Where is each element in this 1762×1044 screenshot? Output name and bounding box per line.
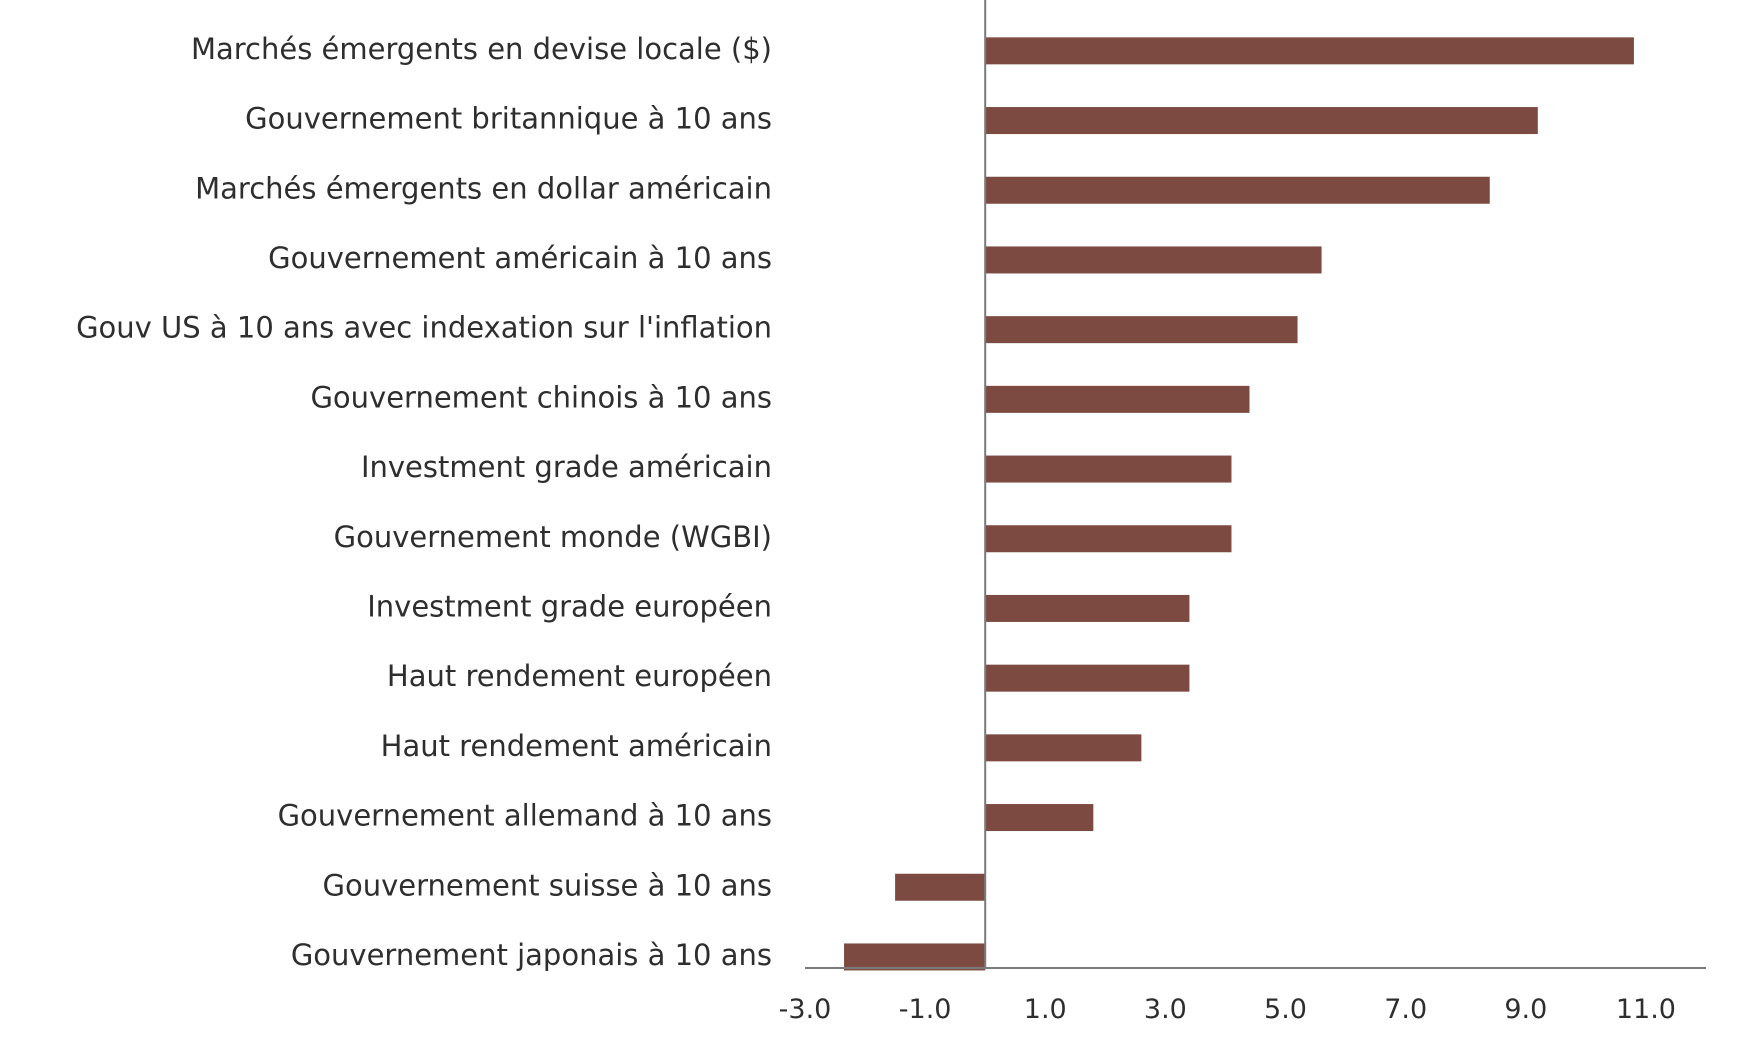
bar xyxy=(985,734,1142,762)
bar xyxy=(985,385,1250,413)
bar xyxy=(895,873,986,901)
category-label: Gouvernement suisse à 10 ans xyxy=(323,868,773,902)
bar xyxy=(985,804,1094,832)
x-tick-label: -3.0 xyxy=(779,994,832,1025)
category-labels: Marchés émergents en devise locale ($) Go… xyxy=(76,32,772,972)
category-label: Investment grade américain xyxy=(361,450,772,484)
category-label: Gouv US à 10 ans avec indexation sur l'i… xyxy=(76,311,772,345)
bar xyxy=(985,176,1490,204)
x-tick-label: 9.0 xyxy=(1504,994,1547,1025)
category-label: Gouvernement monde (WGBI) xyxy=(334,520,772,554)
x-tick-label: 3.0 xyxy=(1144,994,1187,1025)
category-label: Gouvernement allemand à 10 ans xyxy=(278,799,772,833)
bar xyxy=(985,246,1322,274)
bar xyxy=(844,943,986,971)
category-label: Gouvernement chinois à 10 ans xyxy=(310,380,772,414)
category-label: Gouvernement japonais à 10 ans xyxy=(291,938,772,972)
category-label: Gouvernement américain à 10 ans xyxy=(268,241,772,275)
category-label: Marchés émergents en devise locale ($) xyxy=(191,32,772,66)
category-label: Marchés émergents en dollar américain xyxy=(195,171,772,205)
x-tick-label: 7.0 xyxy=(1384,994,1427,1025)
bar xyxy=(985,316,1298,344)
x-tick-label: -1.0 xyxy=(899,994,952,1025)
bar xyxy=(985,37,1634,65)
bar xyxy=(985,107,1538,135)
bar xyxy=(985,455,1232,483)
x-axis-ticks: -3.0 -1.0 1.0 3.0 5.0 7.0 9.0 11.0 xyxy=(779,994,1676,1025)
bars xyxy=(844,37,1634,971)
bar xyxy=(985,594,1190,622)
category-label: Haut rendement européen xyxy=(387,659,772,693)
category-label: Haut rendement américain xyxy=(381,729,772,763)
x-tick-label: 5.0 xyxy=(1264,994,1307,1025)
category-label: Gouvernement britannique à 10 ans xyxy=(245,102,772,136)
bar xyxy=(985,664,1190,692)
category-label: Investment grade européen xyxy=(367,589,772,623)
x-tick-label: 1.0 xyxy=(1024,994,1067,1025)
bar xyxy=(985,525,1232,553)
x-tick-label: 11.0 xyxy=(1616,994,1676,1025)
